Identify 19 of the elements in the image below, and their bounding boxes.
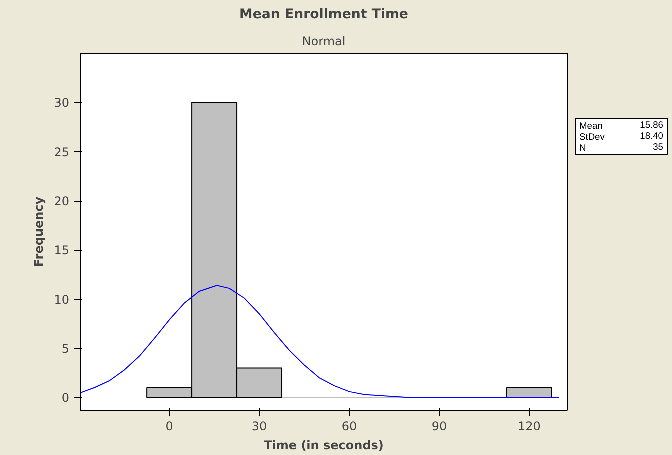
text: StDev 18.40	[580, 130, 664, 142]
x-tick-label: 60	[342, 420, 358, 434]
y-tick-label: 30	[54, 96, 70, 110]
y-tick-label: 0	[62, 391, 70, 406]
chart-title: Mean Enrollment Time	[240, 8, 408, 22]
y-tick-label: 15	[54, 244, 70, 258]
text: N 35	[580, 142, 664, 153]
y-tick-label: 5	[62, 342, 70, 356]
x-tick-label: 0	[166, 420, 174, 434]
y-tick-label: 25	[54, 145, 70, 160]
x-axis-title: Time (in seconds)	[264, 438, 384, 452]
y-tick-label: 20	[54, 194, 70, 209]
y-axis-title: Frequency	[32, 196, 46, 268]
chart-subtitle: Normal	[302, 34, 346, 48]
y-tick-label: 10	[54, 292, 70, 307]
x-tick-label: 90	[432, 420, 448, 434]
x-tick-label: 120	[518, 420, 541, 434]
x-tick-label: 30	[252, 420, 268, 434]
text: Mean 15.86	[580, 120, 664, 131]
